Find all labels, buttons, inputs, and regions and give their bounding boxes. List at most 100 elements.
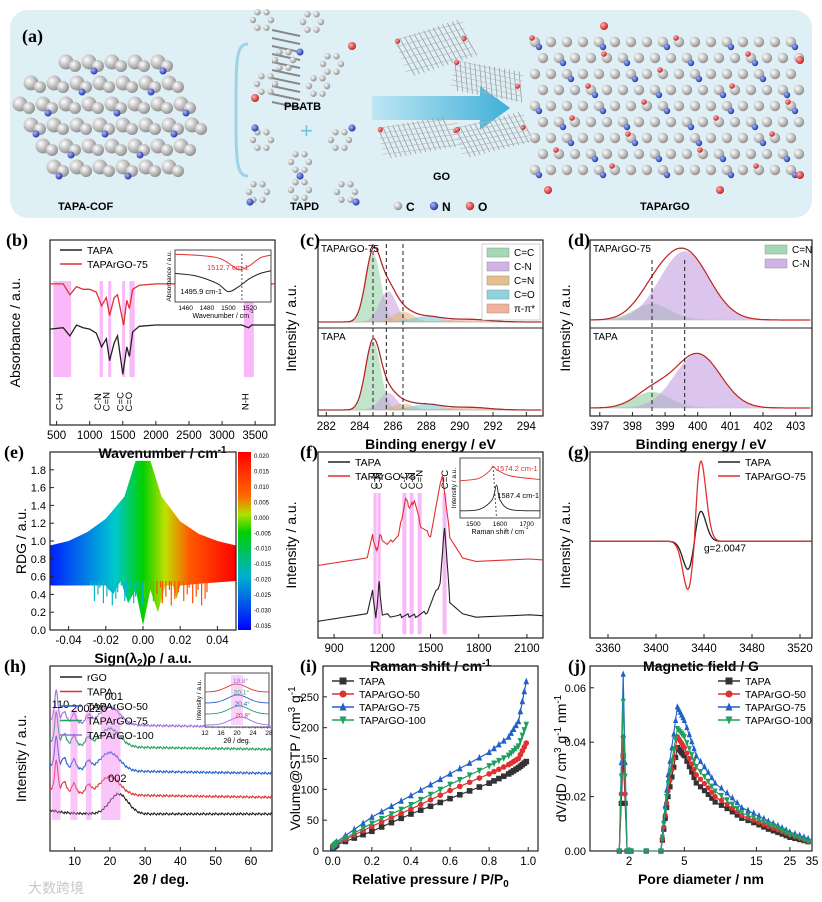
- atom-C: [332, 144, 339, 151]
- series-TAPArGO-75: [50, 283, 275, 326]
- marker-triangle-down: [661, 821, 667, 828]
- panel-label: (h): [4, 656, 26, 677]
- inset-x-tick: 20: [233, 730, 241, 737]
- marker-square: [775, 829, 781, 836]
- atom-N: [687, 123, 695, 131]
- band-label: C=C: [115, 392, 126, 411]
- inset-x-tick: 1500: [221, 305, 236, 312]
- inset-annotation: 1574.2 cm-1: [496, 464, 538, 473]
- atom-C: [705, 36, 717, 48]
- stack-label: TAPA: [321, 332, 346, 343]
- atom-C: [319, 90, 326, 97]
- marker-circle: [718, 797, 725, 803]
- legend-label: TAPArGO-50: [359, 689, 420, 701]
- marker-square: [496, 775, 502, 782]
- y-tick-label: 150: [301, 754, 319, 766]
- atom-C: [617, 84, 629, 96]
- legend-label: π-π*: [514, 304, 535, 315]
- marker-square: [437, 799, 444, 806]
- atom-N: [32, 130, 40, 138]
- atom-C: [737, 164, 749, 176]
- inset-series-TAPArGO-50: [204, 694, 269, 704]
- sheet-line: [503, 115, 520, 146]
- x-tick-label: 294: [517, 421, 537, 433]
- atom-C: [737, 68, 749, 80]
- marker-triangle: [686, 730, 692, 738]
- y-tick-label: 1.0: [31, 536, 46, 548]
- marker-triangle: [705, 768, 711, 775]
- atom-O: [600, 22, 608, 30]
- atom-N: [535, 107, 543, 115]
- atom-O: [454, 59, 460, 65]
- y-axis-label: Intensity / a.u.: [557, 501, 573, 588]
- sheet-line: [381, 138, 462, 150]
- marker-triangle: [457, 764, 463, 772]
- marker-square: [701, 788, 708, 794]
- atom-C: [705, 164, 717, 176]
- marker-square: [725, 677, 733, 685]
- stack-label: TAPArGO-75: [593, 244, 651, 255]
- marker-triangle-down: [756, 816, 762, 824]
- y-tick-label: 0.04: [565, 737, 586, 749]
- atom-C: [665, 116, 677, 128]
- inset-series-tapa: [459, 484, 541, 512]
- atom-C: [625, 164, 637, 176]
- marker-triangle: [724, 789, 730, 796]
- sheet-line: [458, 130, 528, 144]
- atom-C: [553, 84, 565, 96]
- marker-square: [417, 807, 424, 813]
- atom-C: [317, 18, 325, 26]
- x-tick-label: 403: [786, 421, 805, 433]
- atom-N: [695, 75, 703, 83]
- atom-C: [161, 102, 173, 114]
- inset-series-TAPA: [205, 683, 270, 693]
- x-tick-label: 30: [139, 856, 152, 868]
- sheet-line: [399, 34, 468, 53]
- marker-circle: [684, 750, 690, 756]
- inset-y-label: Intensity / a.u.: [196, 680, 203, 721]
- atom-C: [393, 201, 403, 211]
- marker-triangle: [751, 809, 757, 816]
- x-tick-label: 1000: [77, 430, 103, 442]
- inset-x-label: Raman shift / cm-1​: [472, 525, 529, 536]
- marker-square: [388, 819, 395, 826]
- marker-circle: [705, 785, 711, 791]
- atom-C: [337, 60, 345, 68]
- atom-C: [633, 84, 645, 96]
- atom-C: [673, 68, 685, 80]
- x-tick-label: 399: [655, 421, 674, 433]
- inset-x-tick: 1460: [178, 305, 193, 312]
- colorbar: [238, 452, 251, 630]
- band-C-N: [99, 281, 103, 378]
- y-tick-label: 0.02: [565, 792, 586, 804]
- legend-label: rGO: [87, 672, 107, 684]
- atom-C: [46, 144, 58, 156]
- legend-label: TAPA: [87, 687, 113, 699]
- y-tick-label: 50: [307, 815, 319, 827]
- atom-C: [292, 166, 299, 173]
- marker-square: [756, 822, 762, 828]
- marker-square: [734, 812, 740, 818]
- marker-triangle-down: [779, 827, 785, 834]
- atom-C: [737, 132, 749, 144]
- sheet-line: [454, 64, 523, 82]
- atom-N: [591, 155, 599, 163]
- atom-C: [347, 196, 354, 203]
- atom-C: [585, 116, 597, 128]
- sheet-line: [427, 28, 449, 65]
- atom-N: [663, 43, 671, 51]
- atom-C: [263, 144, 270, 151]
- sheet-line: [488, 119, 505, 149]
- marker-square: [751, 820, 757, 826]
- panel-h-xrd: 10 20 30 40 50 60 2θ / deg. Intensity / a.u. (h)…: [4, 656, 273, 887]
- plot-frame: [49, 665, 273, 852]
- atom-C: [276, 64, 283, 71]
- marker-triangle-down: [686, 746, 692, 753]
- y-axis-label: Intensity / a.u.: [557, 284, 573, 371]
- series-TAPA: [49, 324, 275, 375]
- atom-O: [796, 171, 804, 179]
- marker-square: [523, 758, 530, 765]
- atom-C: [769, 100, 781, 112]
